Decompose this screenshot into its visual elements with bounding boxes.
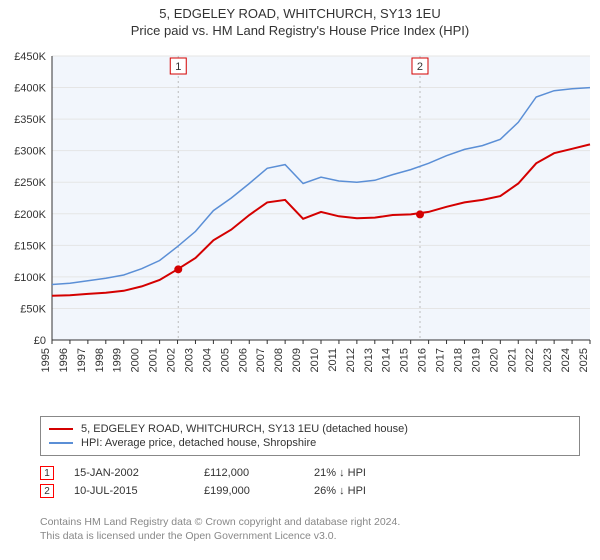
svg-text:2022: 2022 (524, 348, 536, 372)
svg-text:2003: 2003 (183, 348, 195, 372)
svg-text:2004: 2004 (201, 348, 213, 372)
svg-text:2010: 2010 (309, 348, 321, 372)
legend-swatch (49, 428, 73, 430)
svg-text:2002: 2002 (166, 348, 178, 372)
transaction-pct: 26% ↓ HPI (314, 485, 434, 497)
transaction-price: £112,000 (204, 467, 314, 479)
svg-text:2006: 2006 (237, 348, 249, 372)
svg-text:2000: 2000 (130, 348, 142, 372)
title-block: 5, EDGELEY ROAD, WHITCHURCH, SY13 1EU Pr… (0, 0, 600, 38)
marker-badge-1: 1 (40, 466, 54, 480)
legend-item-price-paid: 5, EDGELEY ROAD, WHITCHURCH, SY13 1EU (d… (49, 423, 571, 435)
svg-text:2009: 2009 (291, 348, 303, 372)
svg-text:1998: 1998 (94, 348, 106, 372)
attribution-line: This data is licensed under the Open Gov… (40, 530, 580, 544)
svg-text:2: 2 (417, 61, 423, 73)
attribution-line: Contains HM Land Registry data © Crown c… (40, 516, 580, 530)
svg-text:1995: 1995 (40, 348, 52, 372)
svg-text:1997: 1997 (76, 348, 88, 372)
chart-title-address: 5, EDGELEY ROAD, WHITCHURCH, SY13 1EU (0, 6, 600, 21)
chart-subtitle: Price paid vs. HM Land Registry's House … (0, 23, 600, 38)
transaction-row: 2 10-JUL-2015 £199,000 26% ↓ HPI (40, 484, 580, 498)
svg-text:2018: 2018 (452, 348, 464, 372)
svg-text:1: 1 (175, 61, 181, 73)
svg-text:£50K: £50K (20, 303, 46, 315)
attribution: Contains HM Land Registry data © Crown c… (40, 516, 580, 543)
svg-text:2005: 2005 (219, 348, 231, 372)
legend: 5, EDGELEY ROAD, WHITCHURCH, SY13 1EU (d… (40, 416, 580, 456)
transaction-date: 10-JUL-2015 (74, 485, 204, 497)
legend-item-hpi: HPI: Average price, detached house, Shro… (49, 437, 571, 449)
svg-text:1999: 1999 (112, 348, 124, 372)
transaction-row: 1 15-JAN-2002 £112,000 21% ↓ HPI (40, 466, 580, 480)
svg-text:2023: 2023 (542, 348, 554, 372)
chart-area: £0 £50K £100K £150K £200K £250K £300K £350K £400… (0, 50, 600, 410)
svg-text:1996: 1996 (58, 348, 70, 372)
svg-text:2011: 2011 (327, 348, 339, 372)
transaction-date: 15-JAN-2002 (74, 467, 204, 479)
chart-container: 5, EDGELEY ROAD, WHITCHURCH, SY13 1EU Pr… (0, 0, 600, 560)
transaction-price: £199,000 (204, 485, 314, 497)
svg-text:2008: 2008 (273, 348, 285, 372)
svg-text:2016: 2016 (417, 348, 429, 372)
svg-text:2025: 2025 (578, 348, 590, 372)
legend-swatch (49, 442, 73, 444)
svg-text:£200K: £200K (14, 209, 46, 221)
svg-text:£450K: £450K (14, 51, 46, 63)
svg-text:2013: 2013 (363, 348, 375, 372)
marker-badge-2: 2 (40, 484, 54, 498)
legend-label: HPI: Average price, detached house, Shro… (81, 437, 316, 449)
legend-label: 5, EDGELEY ROAD, WHITCHURCH, SY13 1EU (d… (81, 423, 408, 435)
svg-text:2012: 2012 (345, 348, 357, 372)
svg-text:£400K: £400K (14, 83, 46, 95)
svg-text:2024: 2024 (560, 348, 572, 372)
svg-text:2007: 2007 (255, 348, 267, 372)
svg-text:2014: 2014 (381, 348, 393, 372)
svg-text:2001: 2001 (148, 348, 160, 372)
svg-text:2017: 2017 (435, 348, 447, 372)
svg-text:2019: 2019 (470, 348, 482, 372)
svg-text:2021: 2021 (506, 348, 518, 372)
svg-text:£350K: £350K (14, 114, 46, 126)
svg-text:£100K: £100K (14, 272, 46, 284)
svg-text:£150K: £150K (14, 240, 46, 252)
transaction-pct: 21% ↓ HPI (314, 467, 434, 479)
svg-text:£250K: £250K (14, 177, 46, 189)
transaction-table: 1 15-JAN-2002 £112,000 21% ↓ HPI 2 10-JU… (40, 462, 580, 502)
svg-text:2020: 2020 (488, 348, 500, 372)
chart-svg: £0 £50K £100K £150K £200K £250K £300K £350K £400… (0, 50, 600, 410)
svg-text:£0: £0 (34, 335, 46, 347)
svg-text:£300K: £300K (14, 146, 46, 158)
svg-text:2015: 2015 (399, 348, 411, 372)
